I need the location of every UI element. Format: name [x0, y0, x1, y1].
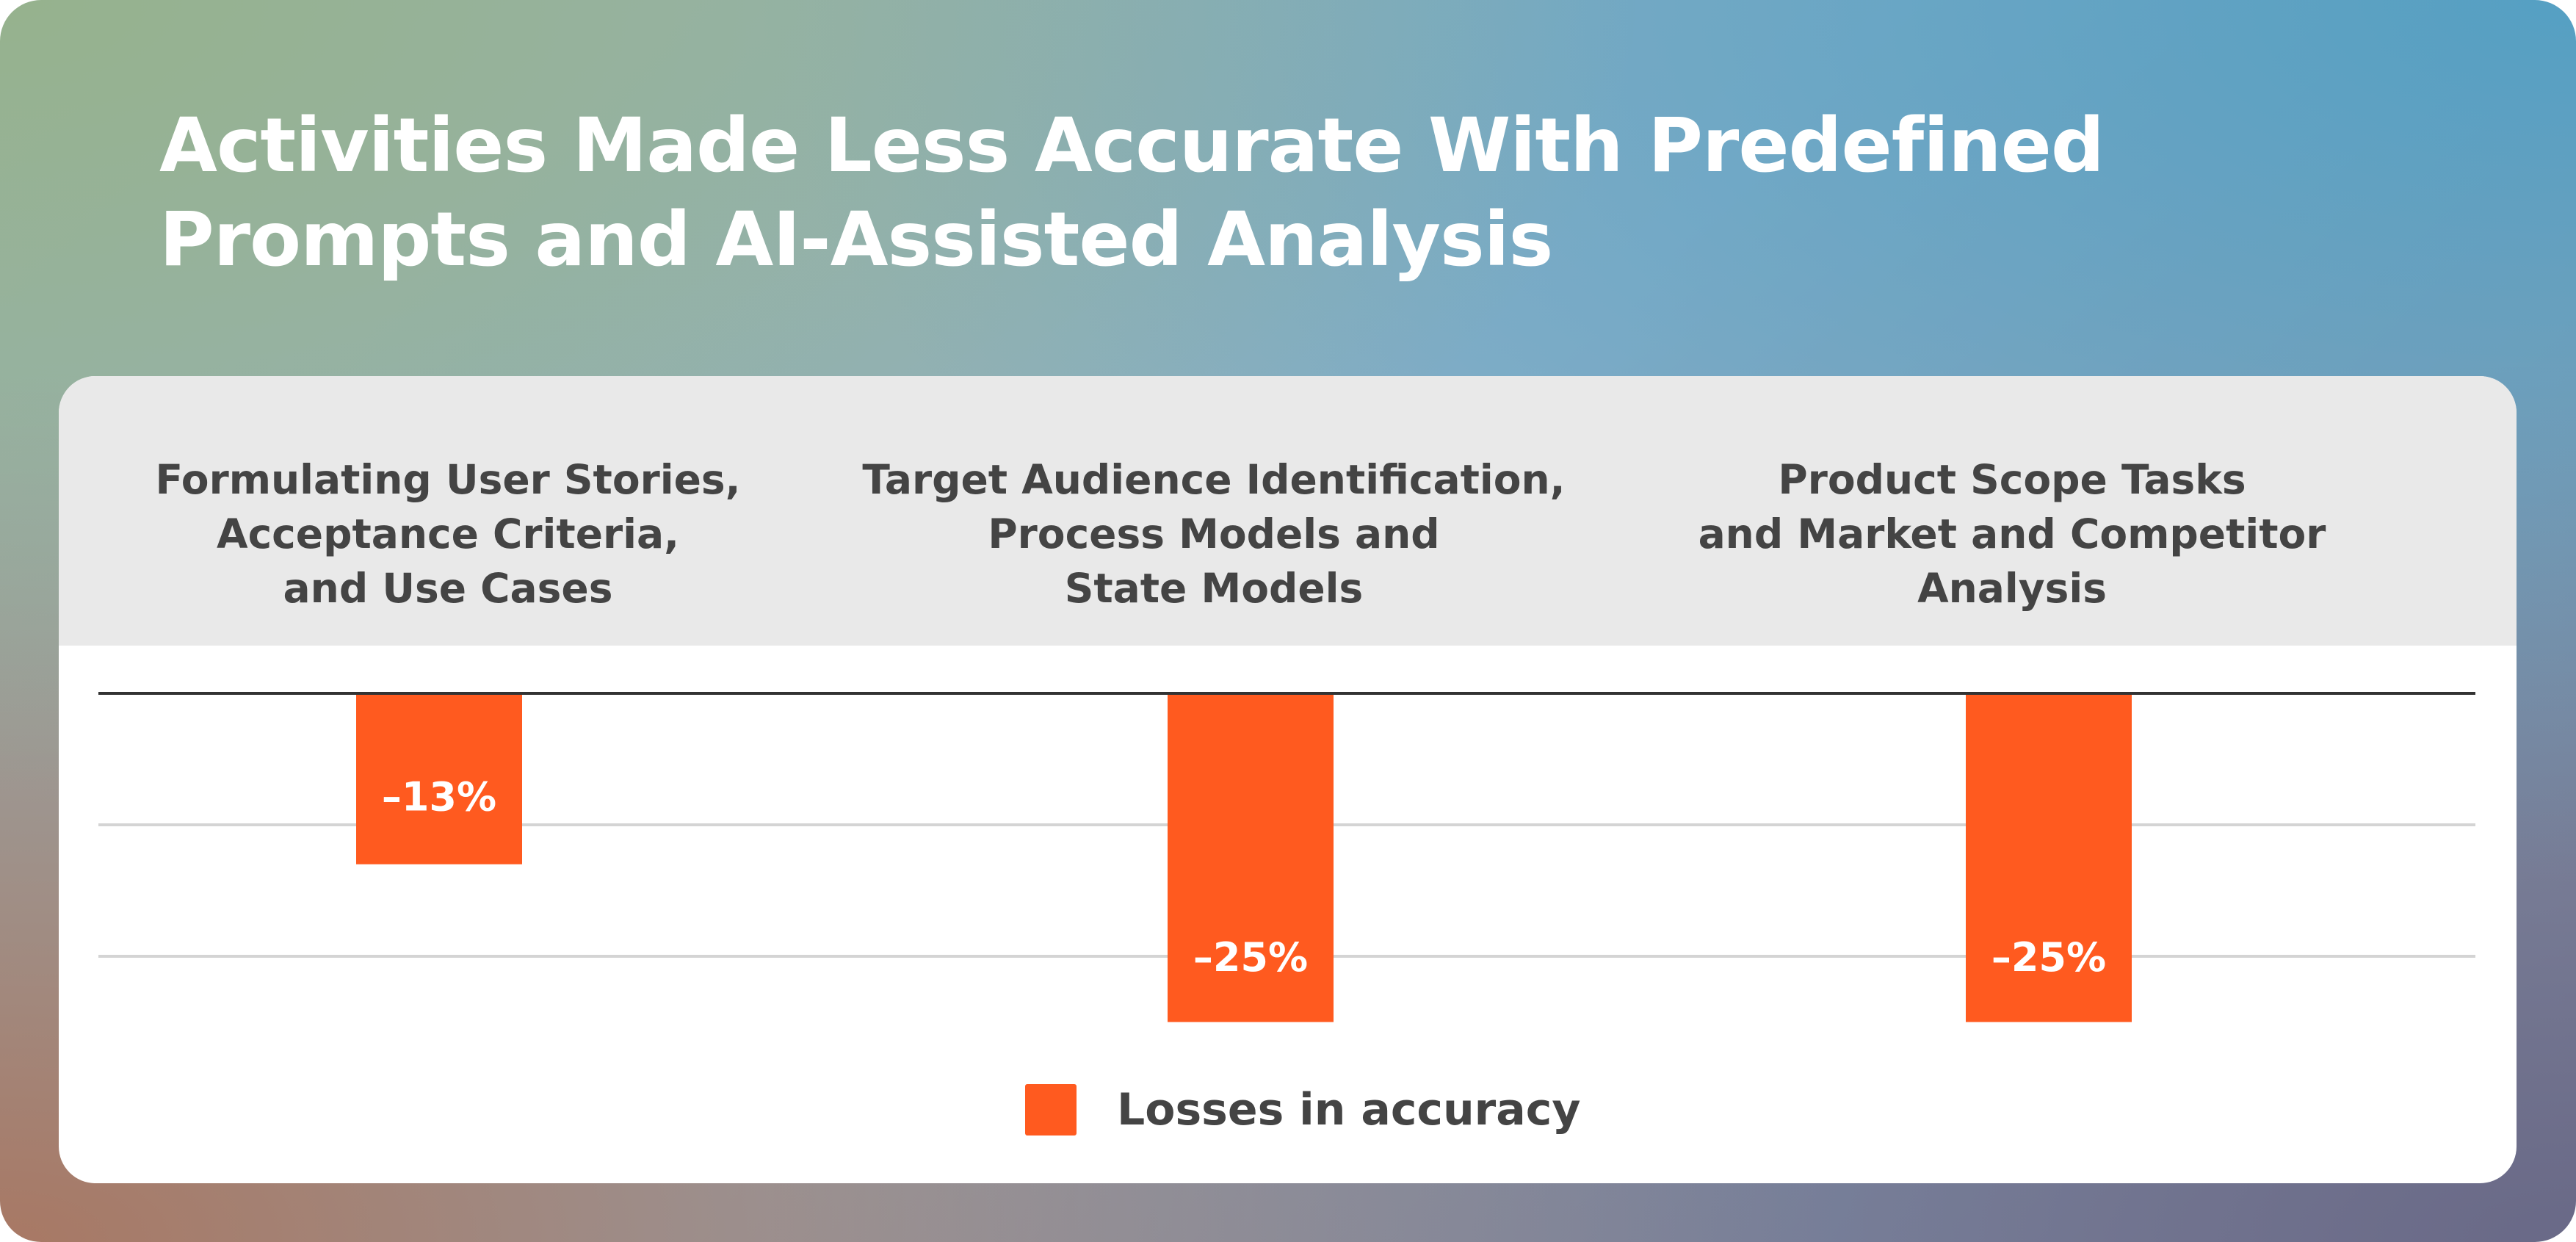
category-line: State Models — [1064, 565, 1364, 612]
category-header: Formulating User Stories, Acceptance Cri… — [59, 376, 2517, 646]
title-line: Prompts and AI-Assisted Analysis — [159, 196, 1553, 284]
category-label-3: Product Scope Tasks and Market and Compe… — [1608, 452, 2416, 615]
category-line: Product Scope Tasks — [1778, 456, 2246, 503]
category-line: Target Audience Identification, — [862, 456, 1566, 503]
category-line: and Use Cases — [283, 565, 613, 612]
bar — [1168, 693, 1334, 1022]
category-line: Process Models and — [988, 510, 1440, 557]
bar — [1966, 693, 2132, 1022]
category-label-1: Formulating User Stories, Acceptance Cri… — [59, 452, 852, 615]
category-line: Acceptance Criteria, — [217, 510, 679, 557]
title-line: Activities Made Less Accurate With Prede… — [159, 102, 2105, 189]
chart-title: Activities Made Less Accurate With Prede… — [159, 99, 2105, 287]
bar — [356, 693, 522, 864]
bar-value-label: –25% — [1991, 934, 2106, 981]
bar-chart: –13% –25% –25% — [98, 692, 2475, 1022]
bar-value-label: –13% — [382, 774, 496, 820]
bar-value-label: –25% — [1193, 934, 1308, 981]
legend-swatch — [1025, 1084, 1077, 1136]
category-line: Formulating User Stories, — [155, 456, 741, 503]
legend-label: Losses in accuracy — [1117, 1084, 1581, 1136]
category-line: Analysis — [1917, 565, 2107, 612]
chart-card: Formulating User Stories, Acceptance Cri… — [59, 376, 2517, 1183]
category-label-2: Target Audience Identification, Process … — [810, 452, 1618, 615]
legend: Losses in accuracy — [1025, 1084, 1580, 1136]
category-line: and Market and Competitor — [1698, 510, 2326, 557]
